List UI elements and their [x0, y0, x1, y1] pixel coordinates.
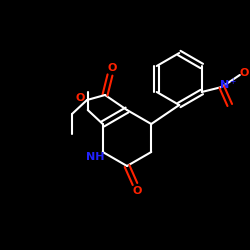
Text: O: O — [132, 186, 142, 196]
Text: O: O — [107, 63, 117, 73]
Text: O: O — [75, 93, 85, 103]
Text: NH: NH — [86, 152, 104, 162]
Text: N$^+$: N$^+$ — [220, 76, 238, 92]
Text: O$^-$: O$^-$ — [240, 66, 250, 78]
